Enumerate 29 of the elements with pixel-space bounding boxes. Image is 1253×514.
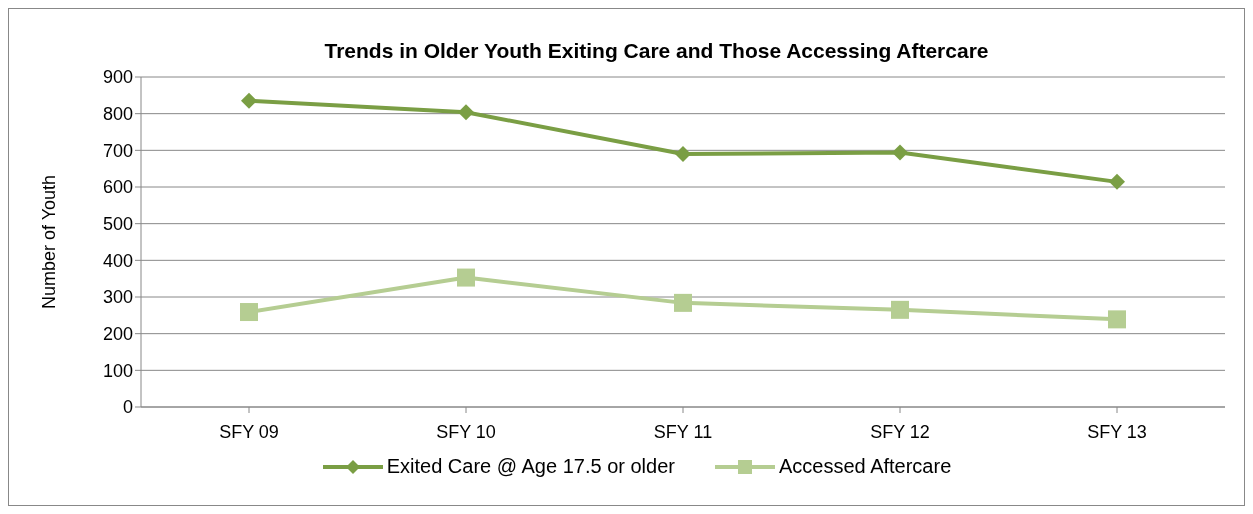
x-tick-label: SFY 13 [1087,421,1147,442]
y-tick-label: 700 [102,140,133,161]
point [240,303,258,322]
y-tick-label: 500 [102,214,133,235]
x-tick-label: SFY 09 [219,421,279,442]
point [674,293,692,312]
y-tick-label: 400 [102,250,133,271]
point [457,268,475,287]
point [241,92,257,109]
point [675,146,691,162]
y-tick-label: 300 [102,287,133,308]
point [891,300,909,319]
chart-title: Trends in Older Youth Exiting Care and Those Accessing Aftercare [323,39,990,63]
x-tick-label: SFY 10 [436,421,496,442]
y-tick-label: 100 [102,360,133,381]
y-axis-title: Number of Youth [39,174,60,310]
y-tick-label: 800 [102,104,133,125]
y-tick-label: 0 [122,397,133,418]
y-tick-label: 900 [102,67,133,88]
point [1109,173,1125,190]
y-tick-label: 200 [102,324,133,345]
point [458,104,474,121]
legend-label: Exited Care @ Age 17.5 or older [385,455,675,478]
point [1108,310,1126,329]
y-tick-label: 600 [102,177,133,198]
legend-label: Accessed Aftercare [777,455,952,478]
point [892,144,908,161]
x-tick-label: SFY 12 [870,421,930,442]
x-tick-label: SFY 11 [653,421,713,442]
